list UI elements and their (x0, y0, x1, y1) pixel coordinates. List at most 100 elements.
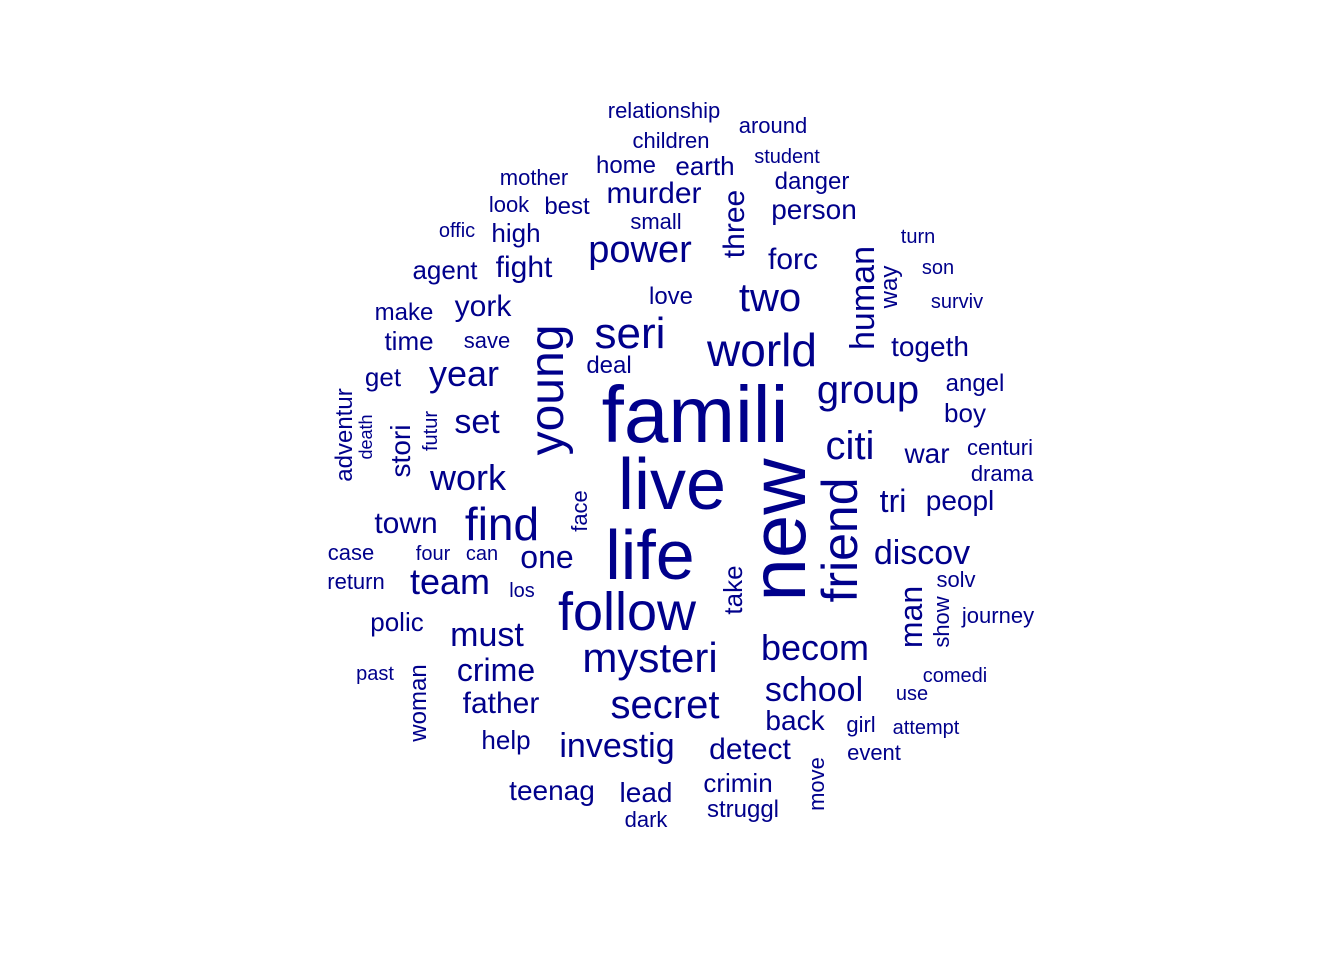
word-face: face (567, 490, 592, 532)
word-york: york (454, 290, 512, 323)
word-power: power (588, 229, 692, 271)
word-save: save (463, 328, 511, 353)
word-fight: fight (495, 251, 553, 284)
word-best: best (544, 193, 590, 220)
word-young: young (521, 324, 574, 456)
word-group: group (816, 368, 920, 412)
word-futur: futur (420, 410, 442, 452)
word-two: two (738, 276, 802, 320)
word-help: help (481, 725, 531, 755)
word-four: four (415, 543, 451, 565)
word-detect: detect (709, 733, 791, 766)
word-los: los (509, 580, 535, 602)
word-drama: drama (970, 461, 1034, 486)
word-centuri: centuri (966, 435, 1034, 460)
word-turn: turn (900, 226, 936, 248)
word-year: year (428, 353, 500, 394)
word-student: student (754, 146, 820, 168)
word-event: event (847, 740, 901, 765)
word-three: three (718, 189, 751, 259)
word-deal: deal (586, 352, 632, 379)
word-earth: earth (675, 151, 735, 181)
word-citi: citi (825, 424, 875, 468)
word-tri: tri (879, 483, 907, 519)
word-mother: mother (499, 165, 569, 190)
word-murder: murder (606, 177, 702, 210)
word-woman: woman (405, 664, 432, 742)
word-offic: offic (438, 220, 476, 242)
word-famili: famili (601, 370, 789, 459)
word-peopl: peopl (925, 485, 995, 516)
word-return: return (327, 569, 385, 594)
word-friend: friend (812, 477, 868, 603)
word-secret: secret (610, 683, 720, 727)
word-adventur: adventur (331, 388, 358, 482)
word-forc: forc (767, 243, 819, 276)
word-case: case (327, 540, 375, 565)
word-get: get (364, 362, 402, 392)
word-solv: solv (936, 567, 976, 592)
word-investig: investig (559, 727, 675, 765)
word-mysteri: mysteri (582, 634, 718, 681)
word-children: children (632, 128, 710, 153)
word-life: life (605, 516, 695, 594)
word-boy: boy (944, 398, 986, 428)
word-past: past (356, 663, 394, 685)
word-seri: seri (594, 309, 666, 358)
word-follow: follow (557, 582, 697, 642)
word-around: around (738, 113, 808, 138)
word-surviv: surviv (930, 291, 984, 313)
word-use: use (895, 683, 929, 705)
word-struggl: struggl (706, 796, 780, 823)
word-agent: agent (412, 255, 478, 285)
word-teenag: teenag (509, 775, 595, 806)
word-world: world (707, 324, 817, 376)
word-lead: lead (619, 777, 673, 808)
word-danger: danger (774, 168, 850, 195)
word-team: team (409, 561, 491, 602)
word-take: take (718, 565, 748, 615)
word-son: son (921, 257, 955, 279)
word-man: man (893, 585, 929, 649)
word-crime: crime (456, 652, 536, 688)
word-dark: dark (624, 807, 668, 832)
word-crimin: crimin (703, 768, 773, 798)
word-show: show (929, 596, 954, 648)
word-find: find (464, 498, 540, 550)
word-war: war (904, 438, 950, 469)
word-school: school (764, 671, 864, 709)
word-death: death (356, 414, 376, 460)
word-discov: discov (873, 534, 971, 572)
word-journey: journey (961, 603, 1035, 628)
word-human: human (844, 246, 882, 350)
word-person: person (771, 194, 857, 225)
word-work: work (429, 457, 507, 498)
word-togeth: togeth (891, 331, 969, 362)
word-attempt: attempt (892, 717, 960, 739)
word-live: live (617, 445, 727, 525)
word-can: can (465, 543, 499, 565)
word-must: must (450, 616, 524, 654)
word-way: way (876, 265, 903, 309)
word-one: one (520, 539, 574, 575)
word-small: small (630, 209, 682, 234)
word-set: set (454, 403, 500, 441)
word-becom: becom (760, 627, 870, 668)
word-love: love (648, 283, 694, 310)
word-town: town (374, 507, 438, 540)
word-comedi: comedi (922, 665, 988, 687)
word-stori: stori (385, 424, 416, 478)
word-new: new (734, 458, 822, 602)
word-polic: polic (370, 607, 424, 637)
word-high: high (491, 218, 541, 248)
word-time: time (384, 326, 434, 356)
word-angel: angel (945, 370, 1005, 397)
word-girl: girl (846, 712, 876, 737)
word-move: move (804, 757, 829, 811)
word-back: back (765, 705, 825, 736)
word-make: make (374, 299, 434, 326)
word-relationship: relationship (607, 98, 721, 123)
word-look: look (488, 192, 530, 217)
word-home: home (595, 152, 657, 179)
